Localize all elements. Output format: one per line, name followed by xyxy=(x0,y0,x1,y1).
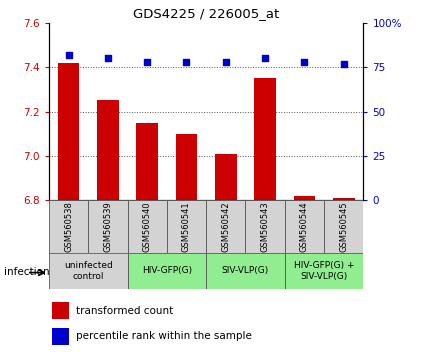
Bar xyxy=(49,200,88,253)
Text: GSM560545: GSM560545 xyxy=(339,201,348,252)
Bar xyxy=(167,200,206,253)
Bar xyxy=(215,154,237,200)
Point xyxy=(301,59,308,65)
Text: GSM560541: GSM560541 xyxy=(182,201,191,252)
Bar xyxy=(254,78,276,200)
Title: GDS4225 / 226005_at: GDS4225 / 226005_at xyxy=(133,7,279,21)
Text: HIV-GFP(G): HIV-GFP(G) xyxy=(142,266,192,275)
Point xyxy=(105,56,111,61)
Point xyxy=(183,59,190,65)
Point xyxy=(222,59,229,65)
Text: GSM560544: GSM560544 xyxy=(300,201,309,252)
Bar xyxy=(97,101,119,200)
Bar xyxy=(333,198,354,200)
Bar xyxy=(136,122,158,200)
Text: GSM560542: GSM560542 xyxy=(221,201,230,252)
Point xyxy=(262,56,269,61)
Bar xyxy=(285,253,363,289)
Bar xyxy=(285,200,324,253)
Bar xyxy=(206,253,285,289)
Point xyxy=(340,61,347,67)
Text: uninfected
control: uninfected control xyxy=(64,261,113,280)
Text: SIV-VLP(G): SIV-VLP(G) xyxy=(222,266,269,275)
Point xyxy=(144,59,150,65)
Point xyxy=(65,52,72,58)
Bar xyxy=(294,195,315,200)
Text: infection: infection xyxy=(4,267,50,277)
Bar xyxy=(128,253,206,289)
Bar xyxy=(245,200,285,253)
Bar xyxy=(128,200,167,253)
Bar xyxy=(52,302,69,319)
Text: GSM560539: GSM560539 xyxy=(103,201,112,252)
Text: percentile rank within the sample: percentile rank within the sample xyxy=(76,331,252,341)
Text: GSM560540: GSM560540 xyxy=(143,201,152,252)
Bar xyxy=(58,63,79,200)
Bar xyxy=(206,200,245,253)
Bar xyxy=(52,328,69,344)
Bar xyxy=(88,200,128,253)
Bar xyxy=(49,253,128,289)
Text: GSM560543: GSM560543 xyxy=(261,201,269,252)
Text: transformed count: transformed count xyxy=(76,306,173,316)
Bar xyxy=(176,134,197,200)
Text: GSM560538: GSM560538 xyxy=(64,201,73,252)
Bar xyxy=(324,200,363,253)
Text: HIV-GFP(G) +
SIV-VLP(G): HIV-GFP(G) + SIV-VLP(G) xyxy=(294,261,354,280)
